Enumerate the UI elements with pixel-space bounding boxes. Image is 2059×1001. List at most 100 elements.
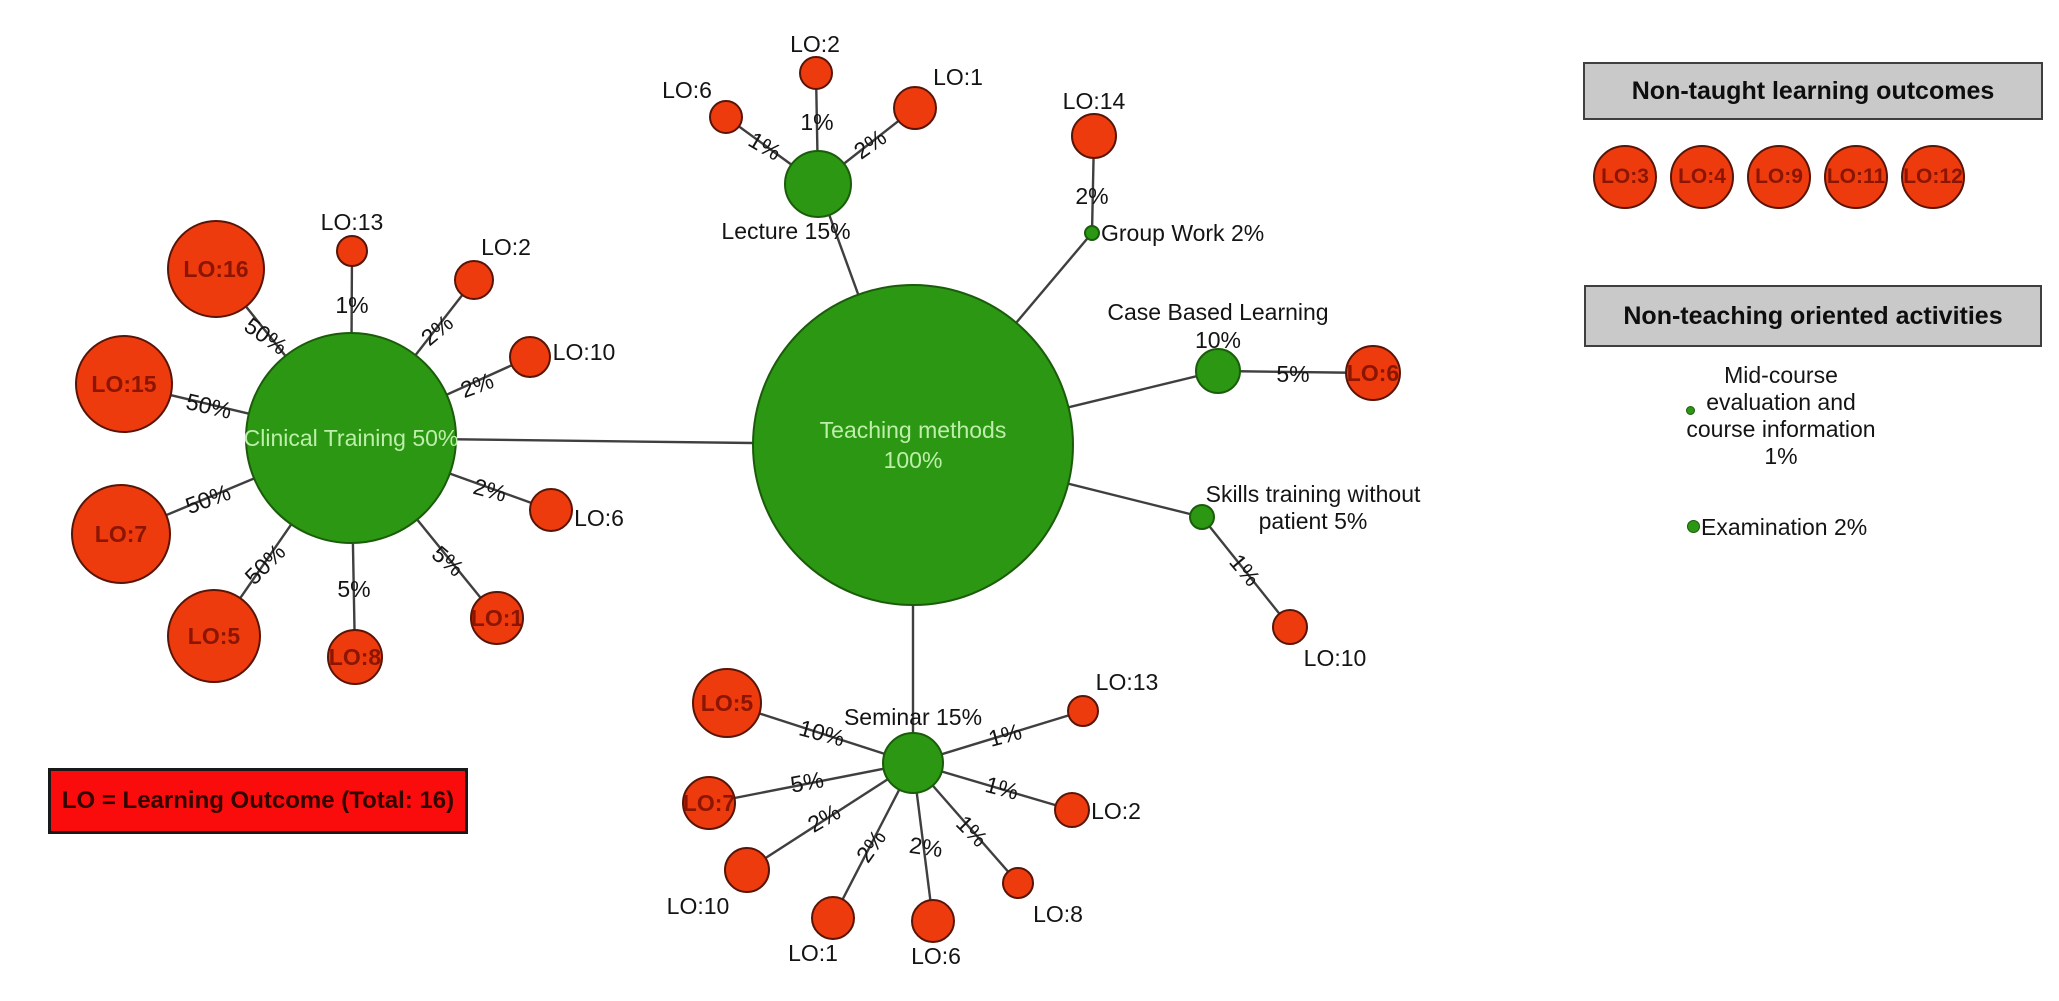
node-s-lo6-label: LO:6 [911, 943, 961, 969]
non-taught-lo-circle: LO:12 [1901, 145, 1965, 209]
node-lecture-circle [784, 150, 852, 218]
edge-label-skills-sk-lo10: 1% [1224, 549, 1265, 591]
edge-label-clinical-c-lo2: 2% [416, 309, 458, 350]
node-c-lo15-label: LO:15 [91, 371, 156, 397]
edge-label-lecture-l-lo6: 1% [744, 126, 786, 165]
midcourse-line: Mid-course [1724, 362, 1838, 388]
node-c-lo6-circle [529, 488, 573, 532]
non-taught-outcomes-header: Non-taught learning outcomes [1583, 62, 2043, 120]
midcourse-green-dot [1686, 406, 1695, 415]
edge-label-casebased-cb-lo6: 5% [1276, 361, 1309, 387]
edge-skills-sk-lo10 [1201, 516, 1291, 628]
node-c-lo7-circle [71, 484, 171, 584]
edge-label-seminar-s-lo6: 2% [908, 832, 945, 862]
edge-label-clinical-c-lo7: 50% [182, 479, 234, 519]
node-c-lo8-label: LO:8 [329, 644, 382, 670]
edge-label-clinical-c-lo13: 1% [335, 292, 368, 318]
node-sk-lo10-circle [1272, 609, 1308, 645]
non-taught-lo-circle: LO:9 [1747, 145, 1811, 209]
node-lecture-label: Lecture 15% [721, 218, 850, 244]
node-sk-lo10-label: LO:10 [1304, 645, 1367, 671]
node-skills-label: Skills training without [1206, 481, 1421, 507]
non-taught-outcomes-row: LO:3 LO:4 LO:9 LO:11 LO:12 [1593, 145, 1965, 209]
node-s-lo8-circle [1002, 867, 1034, 899]
node-casebased-circle [1195, 348, 1241, 394]
edge-label-lecture-l-lo1: 2% [849, 124, 891, 164]
node-skills-circle [1189, 504, 1215, 530]
node-groupwork-label: Group Work 2% [1101, 220, 1264, 246]
non-taught-lo-circle: LO:11 [1824, 145, 1888, 209]
node-c-lo2-circle [454, 260, 494, 300]
non-teaching-activities-header: Non-teaching oriented activities [1584, 285, 2042, 347]
edge-label-seminar-s-lo7: 5% [788, 766, 825, 797]
edge-label-clinical-c-lo8: 5% [337, 576, 370, 602]
node-clinical-circle [245, 332, 457, 544]
node-c-lo1-circle [470, 591, 524, 645]
non-taught-lo-circle: LO:3 [1593, 145, 1657, 209]
examination-label: Examination 2% [1701, 514, 1868, 540]
node-c-lo8-circle [327, 629, 383, 685]
node-l-lo2-label: LO:2 [790, 31, 840, 57]
node-casebased-label: Case Based Learning [1107, 299, 1328, 325]
midcourse-line: 1% [1764, 443, 1798, 469]
node-c-lo16-label: LO:16 [183, 256, 248, 282]
node-s-lo10-label: LO:10 [667, 893, 730, 919]
node-c-lo13-circle [336, 235, 368, 267]
edge-label-seminar-s-lo2: 1% [983, 771, 1022, 805]
node-l-lo2-circle [799, 56, 833, 90]
midcourse-line: course information [1686, 416, 1876, 442]
node-groupwork-circle [1084, 225, 1100, 241]
node-l-lo1-label: LO:1 [933, 64, 983, 90]
node-s-lo5-label: LO:5 [701, 690, 754, 716]
node-c-lo15-circle [75, 335, 173, 433]
edge-label-clinical-c-lo5: 50% [240, 539, 291, 590]
node-c-lo16-circle [167, 220, 265, 318]
edge-label-lecture-l-lo2: 1% [800, 109, 833, 135]
node-s-lo2-label: LO:2 [1091, 798, 1141, 824]
node-c-lo13-label: LO:13 [321, 209, 384, 235]
node-s-lo6-circle [911, 899, 955, 943]
midcourse-evaluation-label: Mid-course evaluation and course informa… [1658, 362, 1904, 470]
node-c-lo5-circle [167, 589, 261, 683]
node-c-lo1-label: LO:1 [471, 605, 524, 631]
node-teaching-label: 100% [884, 447, 943, 473]
node-s-lo13-circle [1067, 695, 1099, 727]
node-seminar-label: Seminar 15% [844, 704, 982, 730]
lo-abbreviation-legend: LO = Learning Outcome (Total: 16) [48, 768, 468, 834]
node-clinical-label: Clinical Training 50% [244, 425, 459, 451]
node-skills-label: patient 5% [1259, 508, 1368, 534]
node-c-lo7-label: LO:7 [95, 521, 147, 547]
edge-label-seminar-s-lo5: 10% [796, 714, 847, 751]
node-teaching-circle [752, 284, 1074, 606]
node-c-lo2-label: LO:2 [481, 234, 531, 260]
midcourse-line: evaluation and [1706, 389, 1856, 415]
node-s-lo1-circle [811, 896, 855, 940]
node-c-lo10-label: LO:10 [553, 339, 616, 365]
node-s-lo5-circle [692, 668, 762, 738]
edge-seminar-s-lo10 [746, 761, 914, 872]
node-g-lo14-circle [1071, 113, 1117, 159]
node-s-lo2-circle [1054, 792, 1090, 828]
node-l-lo1-circle [893, 86, 937, 130]
node-s-lo7-circle [682, 776, 736, 830]
node-seminar-circle [882, 732, 944, 794]
edge-seminar-s-lo7 [708, 761, 914, 805]
edge-label-seminar-s-lo10: 2% [803, 798, 845, 837]
node-l-lo6-circle [709, 100, 743, 134]
edge-label-clinical-c-lo15: 50% [184, 388, 235, 424]
node-c-lo6-label: LO:6 [574, 505, 624, 531]
node-s-lo13-label: LO:13 [1096, 669, 1159, 695]
edge-label-clinical-c-lo6: 2% [471, 473, 510, 507]
edge-label-groupwork-g-lo14: 2% [1075, 183, 1108, 209]
node-cb-lo6-circle [1345, 345, 1401, 401]
node-g-lo14-label: LO:14 [1063, 88, 1126, 114]
node-cb-lo6-label: LO:6 [1347, 360, 1399, 386]
edge-label-seminar-s-lo1: 2% [851, 825, 891, 867]
node-s-lo8-label: LO:8 [1033, 901, 1083, 927]
non-taught-lo-circle: LO:4 [1670, 145, 1734, 209]
node-casebased-label: 10% [1195, 327, 1241, 353]
node-s-lo10-circle [724, 847, 770, 893]
edge-label-clinical-c-lo10: 2% [457, 367, 497, 403]
examination-green-dot [1687, 520, 1700, 533]
